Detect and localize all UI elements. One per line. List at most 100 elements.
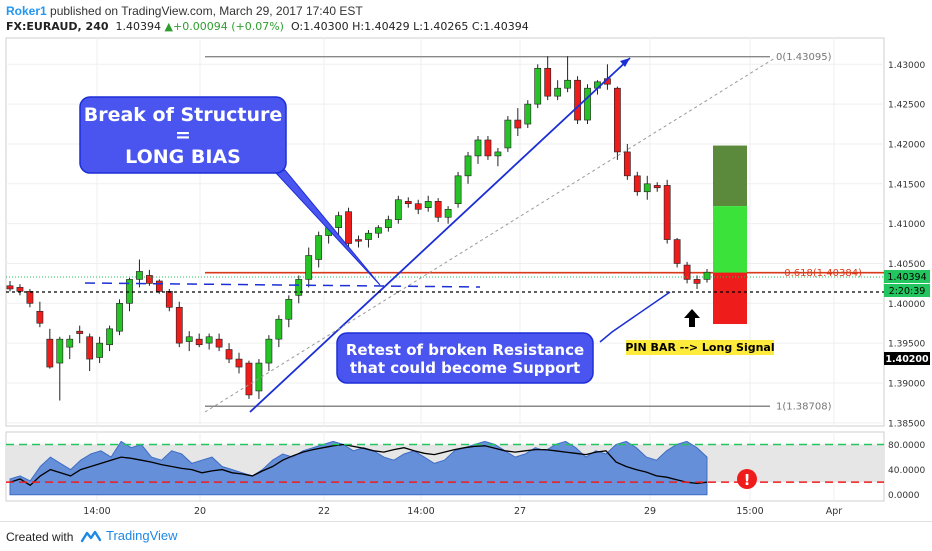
retest-text-1: Retest of broken Resistance <box>346 341 584 359</box>
candle-body <box>384 219 392 228</box>
svg-text: ! <box>744 471 751 489</box>
symbol-info: FX:EURAUD, 240 1.40394 ▲+0.00094 (+0.07%… <box>6 20 529 33</box>
candle-body <box>305 255 313 280</box>
candle-body <box>504 119 512 149</box>
candle-body <box>126 279 133 304</box>
up-arrow-icon <box>684 309 700 327</box>
candle-body <box>464 155 472 177</box>
candle-body <box>613 87 621 153</box>
candle-body <box>683 264 691 280</box>
candle-body <box>235 358 243 368</box>
trend-line[interactable] <box>249 57 631 413</box>
stop-loss-zone <box>713 272 747 325</box>
oscillator-tick: 80.0000 <box>888 441 925 451</box>
price-axis[interactable]: 1.43000 1.42500 1.42000 1.41500 1.41000 1.405… <box>888 61 925 430</box>
candle-body <box>673 239 681 264</box>
candle-body <box>444 208 452 218</box>
price-change: +0.00094 (+0.07%) <box>173 20 284 33</box>
candle-body <box>633 175 641 193</box>
time-tick: 22 <box>318 506 330 517</box>
candle-body <box>205 336 213 344</box>
price-tick: 1.38500 <box>888 419 925 429</box>
pinbar-label-box[interactable] <box>626 340 774 355</box>
retest-text-2: that could become Support <box>350 359 580 377</box>
resistance-line[interactable] <box>84 282 481 288</box>
candle-body <box>96 342 104 358</box>
candle-body <box>564 79 571 89</box>
price-tick: 1.41000 <box>888 220 925 230</box>
price-tick: 1.42000 <box>888 140 925 150</box>
retest-pointer <box>599 291 671 343</box>
pinbar-label: PIN BAR --> Long Signal <box>625 341 774 354</box>
candle-body <box>703 271 711 280</box>
candle-body <box>275 318 283 340</box>
change-arrow-icon: ▲ <box>164 20 173 33</box>
candle-body <box>225 349 233 360</box>
price-labels: 1.40394 2:20:39 1.40200 <box>884 270 930 365</box>
publish-info: published on TradingView.com, March 29, … <box>46 4 363 18</box>
price-tick: 1.43000 <box>888 61 925 71</box>
price-tick: 1.42500 <box>888 101 925 111</box>
candle-body <box>584 87 591 121</box>
candle-body <box>484 139 492 157</box>
candle-body <box>6 285 14 290</box>
candle-body <box>146 275 153 284</box>
fib-diagonal <box>204 57 776 413</box>
retest-callout[interactable] <box>336 332 594 384</box>
candle-body <box>195 338 203 346</box>
candle-body <box>404 201 412 205</box>
candle-body <box>285 299 293 320</box>
time-tick: Apr <box>826 506 843 517</box>
candle-body <box>245 362 253 396</box>
trend-arrow-icon <box>620 58 630 67</box>
candle-body <box>424 201 432 209</box>
created-with-label: Created with <box>6 530 74 544</box>
oscillator-line <box>9 443 708 487</box>
countdown-tag-text: 2:20:39 <box>889 286 926 297</box>
symbol-name[interactable]: FX:EURAUD, 240 <box>6 20 109 33</box>
candle-body <box>86 336 94 360</box>
candle-body <box>136 271 143 280</box>
drawings[interactable]: Break of Structure = LONG BIAS Retest of… <box>6 57 884 489</box>
candle-body <box>36 310 44 324</box>
take-profit-zone <box>713 206 747 273</box>
last-price-tag-text: 1.40394 <box>887 272 926 283</box>
oscillator-tick: 40.0000 <box>888 466 925 476</box>
candle-body <box>574 79 581 121</box>
fibonacci-retracement[interactable]: 0(1.43095) 0.618(1.40384) 1(1.38708) <box>205 52 884 413</box>
tradingview-link[interactable]: TradingView <box>80 528 178 543</box>
candle-body <box>26 291 34 304</box>
ohlc-values: O:1.40300 H:1.40429 L:1.40265 C:1.40394 <box>290 20 529 33</box>
author-name[interactable]: Roker1 <box>6 4 47 18</box>
candle-body <box>175 306 183 344</box>
price-tick: 1.39500 <box>888 340 925 350</box>
candle-body <box>474 139 482 157</box>
price-tick: 1.40500 <box>888 260 925 270</box>
time-tick: 20 <box>194 506 206 517</box>
candle-body <box>215 338 223 348</box>
candle-body <box>155 280 163 292</box>
tradingview-logo-icon <box>80 530 102 542</box>
time-axis[interactable]: 14:00 20 22 14:00 27 29 15:00 Apr <box>83 506 842 517</box>
fib-level-label: 1(1.38708) <box>776 402 832 413</box>
tradingview-brand: TradingView <box>106 528 178 543</box>
candle-body <box>106 328 113 346</box>
take-profit-zone-outer <box>713 145 747 207</box>
bos-text-2: = <box>175 124 191 146</box>
candle-body <box>434 201 442 218</box>
candle-body <box>534 67 542 105</box>
time-tick: 29 <box>644 506 656 517</box>
candle-body <box>46 338 54 368</box>
last-price-tag <box>884 270 930 283</box>
bos-text-3: LONG BIAS <box>125 146 241 168</box>
oscillator-tick: 0.0000 <box>888 491 920 501</box>
bos-callout[interactable] <box>79 96 287 174</box>
countdown-tag <box>884 284 930 297</box>
level-tag-text: 1.40200 <box>885 354 929 365</box>
candle-body <box>295 279 303 296</box>
alert-icon[interactable] <box>737 469 757 489</box>
long-position-tool[interactable] <box>713 145 747 325</box>
candle-body <box>265 338 273 364</box>
time-tick: 27 <box>514 506 526 517</box>
